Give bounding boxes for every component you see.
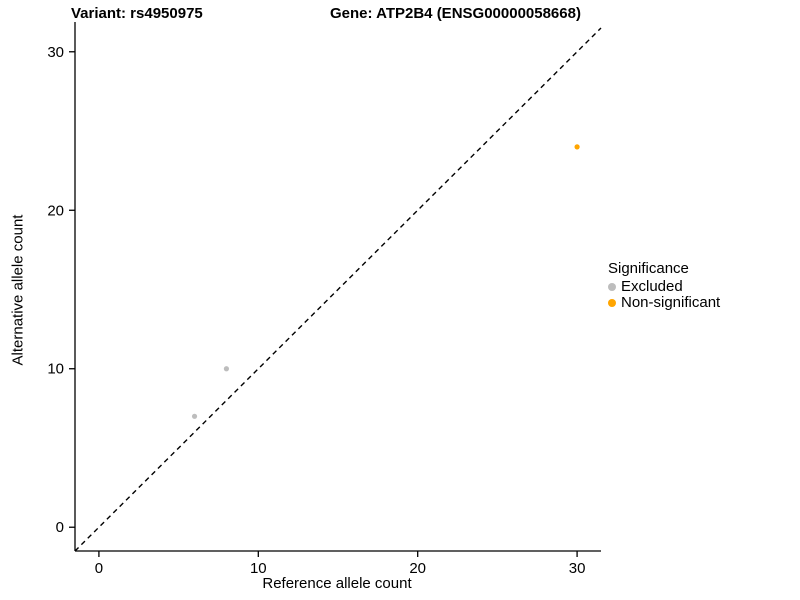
svg-text:0: 0 (56, 519, 64, 536)
svg-text:10: 10 (250, 560, 267, 577)
x-axis-label: Reference allele count (262, 575, 412, 592)
svg-text:0: 0 (95, 560, 103, 577)
svg-text:10: 10 (47, 361, 64, 378)
excluded-point-icon (608, 283, 616, 291)
legend: Significance Excluded Non-significant (608, 261, 720, 311)
legend-entry-label: Non-significant (621, 294, 721, 311)
legend-entry-excluded: Excluded (608, 279, 720, 295)
legend-entry-non-significant: Non-significant (608, 295, 720, 311)
legend-entry-label: Excluded (621, 278, 683, 295)
legend-title: Significance (608, 260, 689, 277)
svg-text:30: 30 (47, 44, 64, 61)
plot-title-variant: Variant: rs4950975 (71, 5, 203, 22)
svg-text:30: 30 (569, 560, 586, 577)
svg-text:20: 20 (47, 202, 64, 219)
svg-text:20: 20 (409, 560, 426, 577)
y-axis-label: Alternative allele count (9, 214, 27, 366)
non-significant-point-icon (608, 299, 616, 307)
plot-title-gene: Gene: ATP2B4 (ENSG00000058668) (330, 5, 581, 22)
